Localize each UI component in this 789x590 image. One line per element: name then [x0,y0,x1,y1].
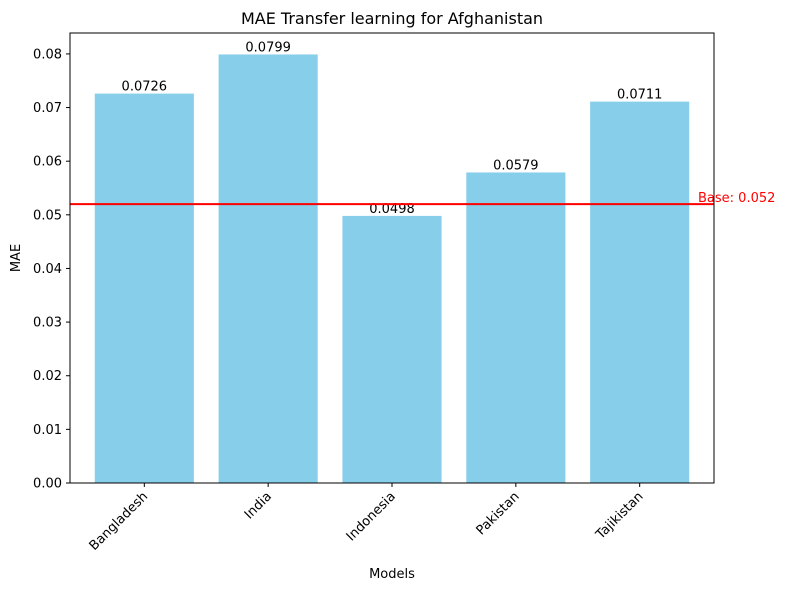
y-axis: 0.00 0.01 0.02 0.03 0.04 0.05 0.06 0.07 0.08 [33,47,70,492]
bar-tajikistan [590,101,690,484]
bar-indonesia [342,215,442,483]
x-tick-label: India [242,489,275,522]
bar-value-label: 0.0711 [617,88,663,103]
x-tick-label: Indonesia [344,489,399,544]
bar-value-label: 0.0579 [493,158,539,173]
x-tick-label: Pakistan [474,489,523,538]
x-tick-label: Tajikistan [593,489,647,543]
baseline-label: Base: 0.052 [698,191,775,206]
y-tick-label: 0.02 [33,369,62,384]
x-axis: Bangladesh India Indonesia Pakistan Tajikist… [87,483,647,554]
y-tick-label: 0.07 [33,101,62,116]
bar-pakistan [466,172,566,483]
y-tick-label: 0.08 [33,47,62,62]
bar-value-label: 0.0799 [245,40,291,55]
bars-layer: 0.0726 0.0799 0.0498 0.0579 0.0711 [94,40,690,484]
y-tick-label: 0.01 [33,423,62,438]
y-tick-label: 0.00 [33,477,62,492]
chart-title: MAE Transfer learning for Afghanistan [241,9,543,28]
x-tick-label: Bangladesh [87,489,152,554]
y-tick-label: 0.04 [33,262,62,277]
bar-bangladesh [94,93,194,484]
baseline-layer: Base: 0.052 [70,191,775,206]
x-axis-title: Models [369,567,415,582]
bar-value-label: 0.0498 [369,202,415,217]
bar-india [218,54,318,483]
y-axis-title: MAE [9,244,24,272]
y-tick-label: 0.03 [33,316,62,331]
bar-value-label: 0.0726 [122,80,168,95]
y-tick-label: 0.05 [33,208,62,223]
y-tick-label: 0.06 [33,155,62,170]
